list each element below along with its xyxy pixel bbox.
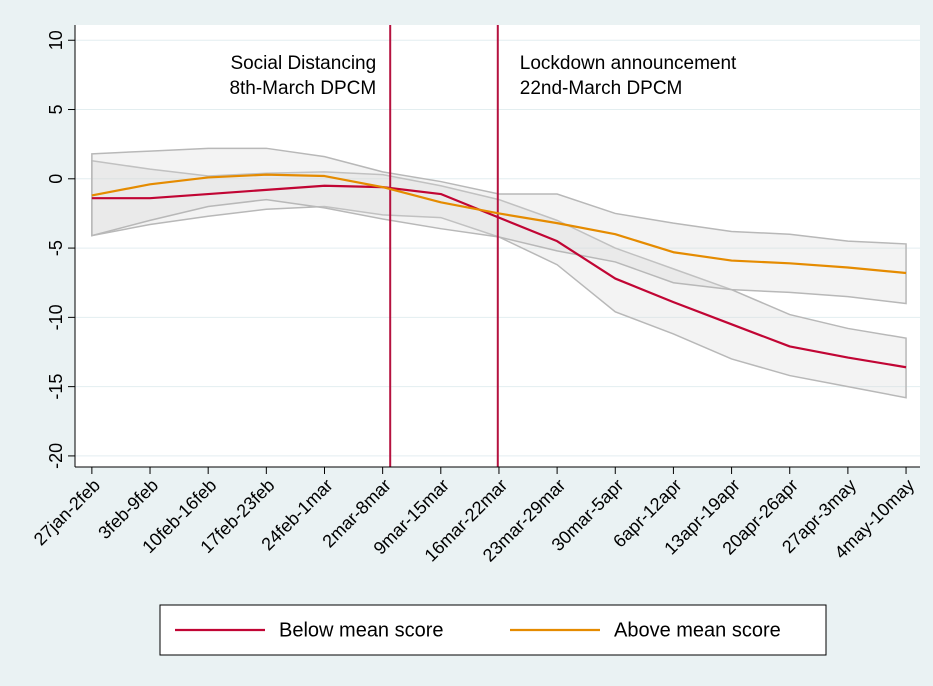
- y-tick-label: -10: [46, 304, 66, 330]
- y-tick-label: 5: [46, 105, 66, 115]
- y-tick-label: 0: [46, 174, 66, 184]
- ci-band: [91, 159, 907, 399]
- annotation: Social Distancing: [230, 53, 376, 74]
- annotation: 22nd-March DPCM: [520, 78, 683, 99]
- annotation: Lockdown announcement: [520, 53, 737, 74]
- y-tick-label: 10: [46, 30, 66, 50]
- legend-box: [159, 604, 827, 656]
- y-tick-label: -15: [46, 374, 66, 400]
- legend-label: Above mean score: [614, 619, 781, 641]
- y-tick-label: -20: [46, 443, 66, 469]
- series-line: [91, 173, 907, 275]
- series-line: [91, 184, 907, 369]
- legend-label: Below mean score: [279, 619, 444, 641]
- y-tick-label: -5: [46, 240, 66, 256]
- annotation: 8th-March DPCM: [229, 78, 376, 99]
